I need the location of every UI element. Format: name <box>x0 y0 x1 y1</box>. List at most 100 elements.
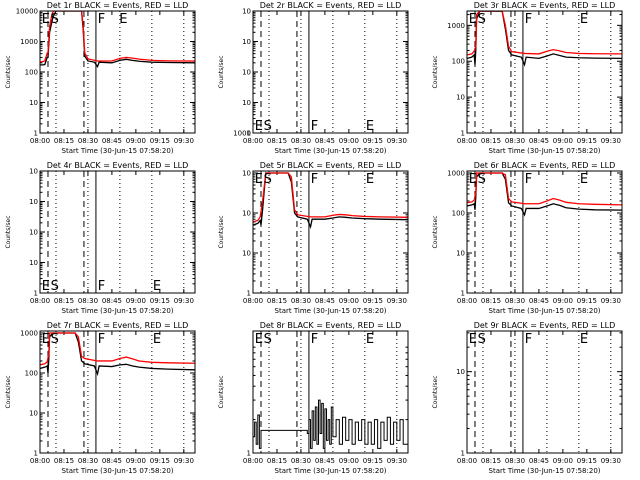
x-tick-label: 08:00 <box>30 457 50 465</box>
x-axis-label: Start Time (30-Jun-15 07:58:20) <box>275 147 387 155</box>
y-tick-label: 10 <box>29 198 38 206</box>
series-group <box>40 332 195 377</box>
marker-label: E <box>153 279 161 294</box>
x-tick-label: 09:30 <box>174 137 194 145</box>
x-tick-label: 09:00 <box>126 137 146 145</box>
x-tick-label: 09:30 <box>174 457 194 465</box>
y-tick-label: 100 <box>25 69 38 77</box>
x-axis-label: Start Time (30-Jun-15 07:58:20) <box>489 307 601 315</box>
series-events-line <box>253 172 408 230</box>
y-tick-label: 1000 <box>447 22 465 30</box>
marker-label: S <box>264 172 272 187</box>
series-lld-line <box>40 332 195 366</box>
series-lld-line <box>253 172 408 223</box>
x-tick-label: 08:45 <box>315 137 335 145</box>
x-axis-label: Start Time (30-Jun-15 07:58:20) <box>62 147 174 155</box>
x-tick-label: 09:30 <box>387 137 407 145</box>
y-tick-label: 100 <box>452 210 465 218</box>
y-tick-label: 10 <box>242 99 251 107</box>
marker-label: E <box>42 279 50 294</box>
x-tick-label: 09:00 <box>126 457 146 465</box>
marker-label: E <box>366 172 374 187</box>
marker-label: F <box>525 332 532 347</box>
y-tick-label: 100 <box>25 370 38 378</box>
marker-label: F <box>98 279 105 294</box>
marker-label: E <box>119 12 127 27</box>
x-tick-label: 08:30 <box>78 137 98 145</box>
x-tick-label: 08:45 <box>102 137 122 145</box>
x-tick-label: 08:00 <box>243 457 263 465</box>
x-axis-label: Start Time (30-Jun-15 07:58:20) <box>275 307 387 315</box>
y-tick-label: 1 <box>461 130 465 138</box>
x-tick-label: 08:45 <box>529 457 549 465</box>
y-tick-label: 1 <box>461 290 465 298</box>
y-tick-label: 10 <box>456 94 465 102</box>
marker-label: E <box>469 332 477 347</box>
series-events-line <box>40 332 195 377</box>
marker-label: S <box>51 279 59 294</box>
plot-frame <box>466 170 623 294</box>
series-group <box>40 11 195 69</box>
panel-4: Det 4r BLACK = Events, RED = LLD Counts/s… <box>5 161 196 315</box>
panel-2: Det 2r BLACK = Events, RED = LLD Counts/s… <box>218 1 409 155</box>
plot-frame <box>252 170 409 294</box>
marker-label: E <box>255 119 263 134</box>
panel-title: Det 3r BLACK = Events, RED = LLD <box>474 1 616 10</box>
panel-title: Det 4r BLACK = Events, RED = LLD <box>47 161 189 170</box>
x-tick-label: 08:15 <box>54 137 74 145</box>
plot-frame <box>252 10 409 134</box>
x-tick-label: 08:45 <box>102 297 122 305</box>
y-tick-label: 1000 <box>233 130 251 138</box>
series-events-line <box>40 11 195 69</box>
x-tick-label: 09:15 <box>150 457 170 465</box>
x-tick-label: 08:00 <box>30 297 50 305</box>
x-tick-label: 09:30 <box>387 457 407 465</box>
panel-3: Det 3r BLACK = Events, RED = LLD Counts/s… <box>432 1 623 155</box>
series-events-line <box>253 399 408 449</box>
y-axis-label: Counts/sec <box>218 375 225 408</box>
x-tick-label: 09:00 <box>339 457 359 465</box>
y-tick-label: 10 <box>29 168 38 176</box>
y-tick-label: 10 <box>242 8 251 16</box>
series-events-line <box>467 172 622 217</box>
x-tick-label: 09:30 <box>601 457 621 465</box>
marker-label: E <box>42 332 50 347</box>
x-tick-label: 08:45 <box>315 297 335 305</box>
y-tick-label: 10 <box>242 250 251 258</box>
x-tick-label: 08:15 <box>267 297 287 305</box>
x-axis-label: Start Time (30-Jun-15 07:58:20) <box>62 467 174 475</box>
x-tick-label: 09:15 <box>577 297 597 305</box>
x-tick-label: 09:30 <box>387 297 407 305</box>
y-tick-label: 10 <box>29 99 38 107</box>
y-axis-label: Counts/sec <box>218 215 225 248</box>
y-tick-label: 100 <box>452 58 465 66</box>
x-tick-label: 08:00 <box>243 137 263 145</box>
x-tick-label: 08:30 <box>291 457 311 465</box>
panel-title: Det 9r BLACK = Events, RED = LLD <box>474 321 616 330</box>
marker-label: S <box>478 332 486 347</box>
x-tick-label: 08:15 <box>267 137 287 145</box>
y-tick-label: 10 <box>29 410 38 418</box>
panel-title: Det 5r BLACK = Events, RED = LLD <box>260 161 402 170</box>
marker-label: E <box>153 332 161 347</box>
marker-label: F <box>311 332 318 347</box>
plot-frame <box>252 330 409 454</box>
x-tick-label: 09:00 <box>553 137 573 145</box>
x-tick-label: 09:30 <box>601 137 621 145</box>
x-tick-label: 08:00 <box>457 297 477 305</box>
y-tick-label: 1 <box>34 290 38 298</box>
x-tick-label: 08:00 <box>243 297 263 305</box>
marker-label: S <box>51 12 59 27</box>
y-tick-label: 1000 <box>20 38 38 46</box>
x-tick-label: 09:15 <box>577 137 597 145</box>
marker-label: E <box>580 172 588 187</box>
panel-7: Det 7r BLACK = Events, RED = LLD Counts/s… <box>5 321 196 475</box>
series-lld-line <box>40 11 195 63</box>
panel-8: Det 8r BLACK = Events, RED = LLD Counts/s… <box>218 321 409 475</box>
marker-label: E <box>255 172 263 187</box>
x-tick-label: 09:15 <box>577 457 597 465</box>
panel-5: Det 5r BLACK = Events, RED = LLD Counts/s… <box>218 130 409 315</box>
y-tick-label: 10 <box>242 69 251 77</box>
marker-label: E <box>580 332 588 347</box>
